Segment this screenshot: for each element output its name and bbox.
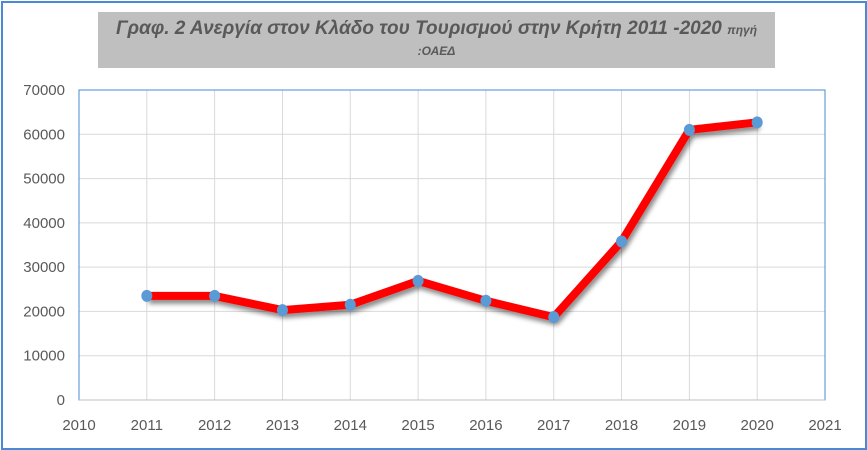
x-tick-label: 2020 — [740, 417, 773, 434]
data-point — [141, 289, 153, 302]
y-tick-label: 40000 — [23, 215, 65, 232]
y-tick-label: 0 — [57, 392, 65, 409]
plot-area-border — [78, 89, 826, 401]
x-tick-label: 2016 — [469, 417, 502, 434]
data-point — [344, 298, 356, 311]
data-point — [751, 116, 763, 129]
y-tick-label: 30000 — [23, 259, 65, 276]
x-tick-label: 2021 — [808, 417, 841, 434]
x-tick-label: 2015 — [401, 417, 434, 434]
x-tick-label: 2010 — [62, 417, 95, 434]
y-tick-label: 10000 — [23, 348, 65, 365]
y-tick-label: 20000 — [23, 303, 65, 320]
x-tick-label: 2018 — [605, 417, 638, 434]
chart-subtitle: :ΟΑΕΔ — [417, 44, 456, 58]
data-point — [209, 289, 221, 302]
x-tick-label: 2017 — [537, 417, 570, 434]
y-tick-label: 50000 — [23, 171, 65, 188]
x-tick-label: 2014 — [334, 417, 367, 434]
x-tick-label: 2011 — [131, 417, 163, 434]
title-text: Γραφ. 2 Ανεργία στον Κλάδο του Τουρισμού… — [115, 18, 722, 39]
data-point — [480, 294, 492, 307]
chart-title: Γραφ. 2 Ανεργία στον Κλάδο του Τουρισμού… — [98, 18, 775, 40]
x-tick-label: 2013 — [266, 417, 299, 434]
series-line — [146, 118, 758, 322]
data-point — [548, 311, 560, 324]
x-tick-label: 2012 — [198, 417, 231, 434]
y-tick-label: 70000 — [23, 82, 65, 99]
y-tick-label: 60000 — [23, 126, 65, 143]
data-point — [412, 274, 424, 287]
chart-title-box: Γραφ. 2 Ανεργία στον Κλάδο του Τουρισμού… — [98, 12, 775, 68]
data-point — [616, 235, 628, 248]
data-point — [683, 123, 695, 136]
x-tick-label: 2019 — [673, 417, 706, 434]
title-source-label: πηγή — [727, 23, 758, 37]
data-point — [276, 304, 288, 317]
